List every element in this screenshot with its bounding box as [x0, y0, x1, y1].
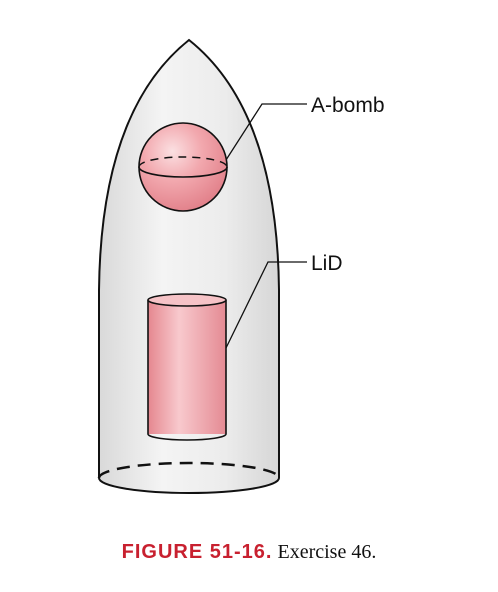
casing-base-back-edge	[97, 461, 281, 479]
lid-label: LiD	[311, 252, 343, 275]
abomb-leader-line	[225, 103, 307, 161]
abomb-sphere	[138, 122, 228, 212]
lid-cylinder-outline	[147, 300, 227, 441]
lid-cylinder-top	[147, 293, 227, 307]
figure-caption: FIGURE 51-16. Exercise 46.	[0, 540, 498, 564]
sphere-equator-front	[138, 166, 228, 178]
abomb-label: A-bomb	[311, 94, 385, 117]
lid-leader-line	[225, 261, 307, 349]
lid-cylinder-body	[148, 300, 226, 434]
caption-figure-number: FIGURE 51-16.	[121, 541, 273, 563]
caption-text: Exercise 46.	[277, 541, 377, 563]
sphere-equator-back	[138, 156, 228, 168]
